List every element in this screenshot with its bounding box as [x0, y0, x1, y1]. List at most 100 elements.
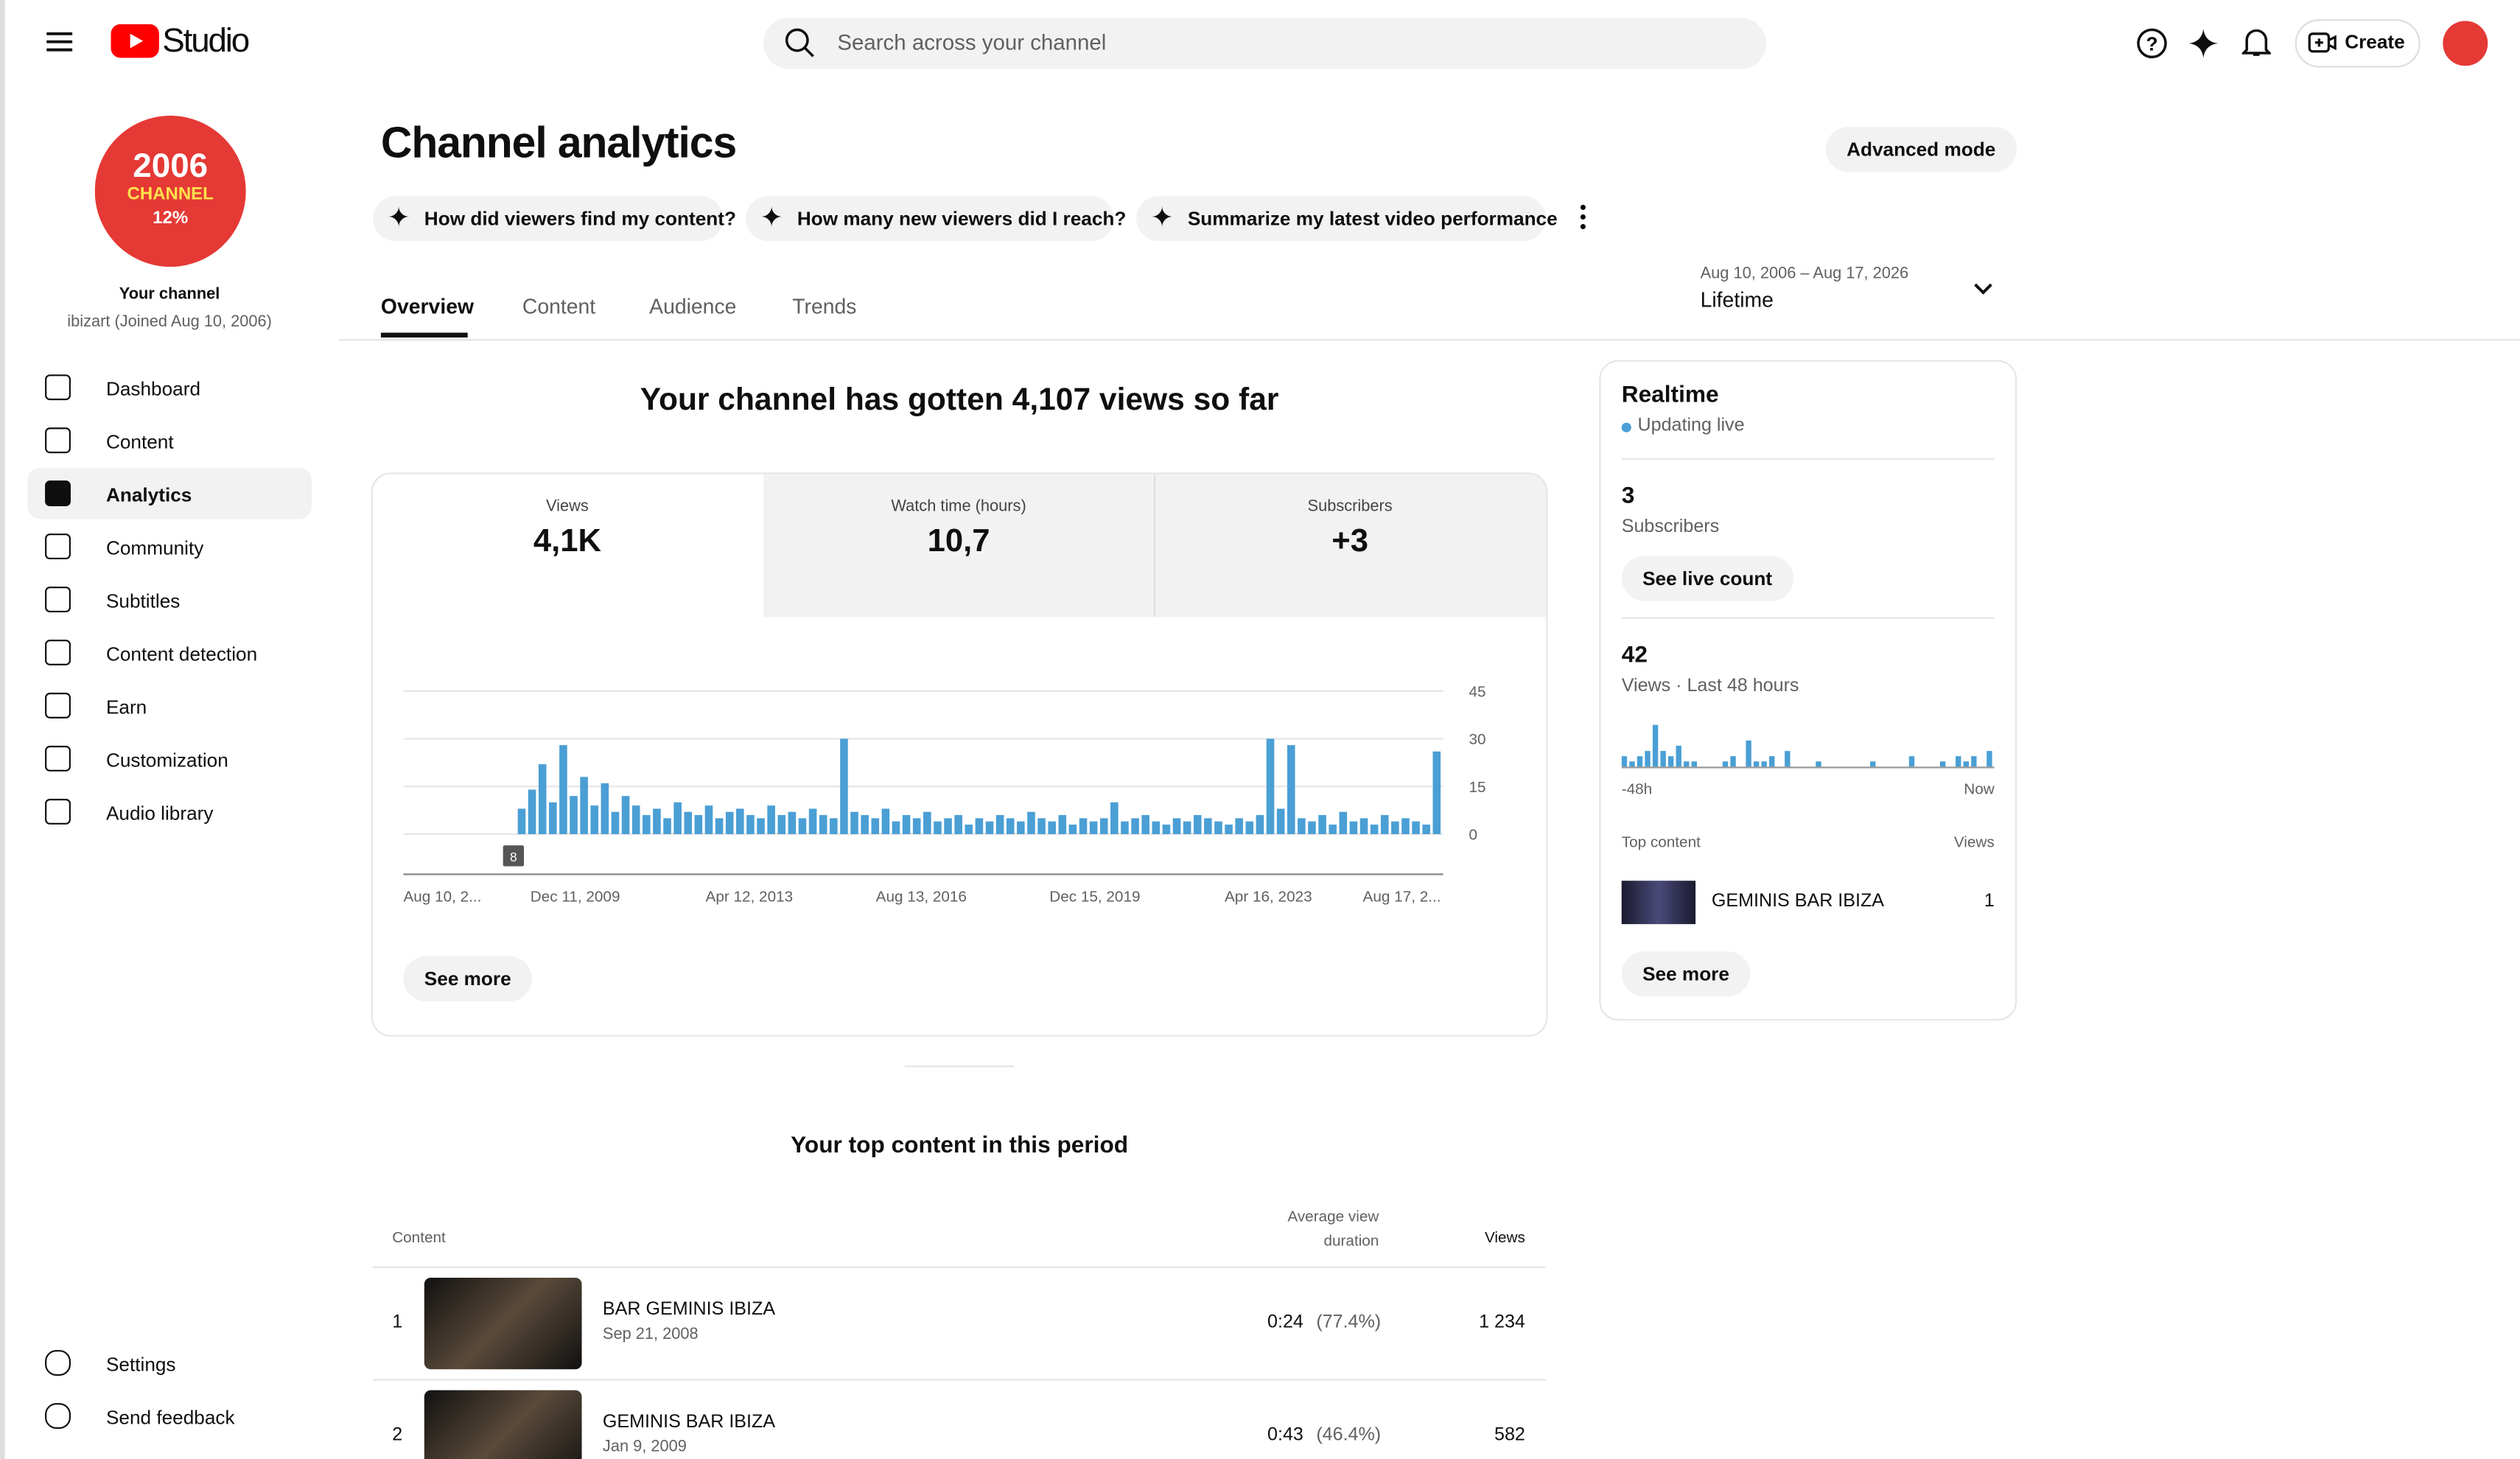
nav-item[interactable]: Send feedback	[105, 1406, 235, 1429]
nav-icon[interactable]	[45, 587, 71, 612]
prompt-text[interactable]: Summarize my latest video performance	[1187, 207, 1558, 230]
search-icon	[785, 28, 814, 57]
top-title[interactable]: GEMINIS BAR IBIZA	[1711, 892, 1885, 912]
nav-icon[interactable]	[45, 693, 71, 718]
nav-icon[interactable]	[45, 480, 71, 507]
prompt-chip[interactable]	[1136, 196, 1547, 242]
bar	[777, 815, 786, 834]
bar	[871, 818, 880, 834]
bar	[798, 818, 807, 834]
nav-icon[interactable]	[45, 640, 71, 665]
overview-card	[371, 472, 1548, 1037]
nav-item[interactable]: Content detection	[105, 643, 258, 665]
bar	[1193, 815, 1202, 834]
thumbnail[interactable]	[1621, 881, 1696, 925]
bar	[892, 821, 900, 834]
thumbnail[interactable]	[424, 1277, 582, 1370]
bar	[757, 818, 765, 834]
bar	[954, 815, 962, 834]
row-divider	[373, 1379, 1547, 1381]
bar	[746, 815, 755, 834]
x-tick-label: Dec 11, 2009	[531, 889, 620, 906]
bar	[559, 745, 567, 834]
mini-bar	[1645, 751, 1651, 767]
mini-bar	[1667, 756, 1674, 767]
more-icon[interactable]	[1577, 203, 1589, 231]
bar	[840, 738, 848, 834]
avatar-line: CHANNEL	[127, 184, 214, 204]
see-live-button[interactable]: See live count	[1621, 556, 1793, 601]
nav-icon[interactable]	[45, 533, 71, 560]
nav-item[interactable]: Community	[105, 536, 204, 560]
bar	[663, 818, 671, 834]
metric-label: Watch time (hours)	[891, 498, 1026, 517]
bar	[1256, 815, 1264, 834]
bell-icon[interactable]	[2241, 26, 2271, 58]
youtube-logo[interactable]	[111, 24, 159, 58]
bar	[549, 802, 557, 834]
top-content-title: Your top content in this period	[791, 1133, 1129, 1159]
prompt-text[interactable]: How many new viewers did I reach?	[797, 207, 1127, 230]
search-box[interactable]	[763, 17, 1767, 69]
bar	[995, 815, 1004, 834]
views-chart: 0 15 30 45 8 Aug 10, 2... Dec 11, 2009 Apr 12, …	[403, 684, 1485, 906]
bar	[1183, 821, 1191, 834]
bar	[1245, 821, 1254, 834]
prompt-chip[interactable]	[373, 196, 724, 242]
help-icon[interactable]: ?	[2136, 27, 2169, 60]
advanced-button[interactable]: Advanced mode	[1825, 127, 2017, 172]
bar	[1089, 821, 1098, 834]
tab[interactable]: Content	[522, 294, 596, 318]
nav-item[interactable]: Analytics	[105, 483, 192, 507]
bar	[1298, 818, 1306, 834]
nav-item[interactable]: Dashboard	[105, 377, 201, 401]
prompt-text[interactable]: How did viewers find my content?	[424, 207, 737, 230]
menu-icon[interactable]	[45, 29, 74, 55]
tab[interactable]: Audience	[649, 294, 737, 318]
bar	[1349, 821, 1358, 834]
nav-icon[interactable]	[45, 427, 71, 454]
nav-icon[interactable]	[45, 374, 71, 401]
period: Lifetime	[1700, 287, 1774, 312]
dropdown-icon[interactable]	[1972, 281, 1995, 298]
bar	[1359, 818, 1368, 834]
bar	[653, 808, 661, 834]
date-range: Aug 10, 2006 – Aug 17, 2026	[1700, 265, 1909, 283]
bar	[1152, 821, 1161, 834]
account-avatar[interactable]	[2443, 21, 2488, 66]
thumbnail[interactable]	[424, 1390, 582, 1459]
create-button[interactable]	[2295, 19, 2421, 68]
nav-item[interactable]: Customization	[105, 749, 228, 772]
x-tick-label: Dec 15, 2019	[1049, 889, 1140, 906]
views-value: 42	[1621, 643, 1648, 669]
prompt-chip[interactable]	[746, 196, 1114, 242]
nav-item[interactable]: Audio library	[105, 802, 214, 825]
nav-icon[interactable]	[45, 1403, 71, 1429]
see-more-button[interactable]: See more	[1621, 951, 1751, 997]
nav-item[interactable]: Content	[105, 430, 174, 454]
tab[interactable]: Trends	[792, 294, 857, 318]
mini-bar	[1816, 761, 1821, 767]
row-title[interactable]: GEMINIS BAR IBIZA	[602, 1413, 776, 1432]
mini-bar	[1691, 761, 1697, 767]
mini-bar	[1660, 751, 1666, 767]
column-header: Views	[1484, 1229, 1525, 1248]
bar	[850, 811, 858, 834]
nav-icon[interactable]	[45, 746, 71, 772]
tab[interactable]: Overview	[380, 294, 475, 318]
prompt-icon: ✦	[760, 202, 783, 234]
bar	[1412, 821, 1420, 834]
nav-item[interactable]: Subtitles	[105, 589, 181, 612]
mini-start: -48h	[1621, 781, 1653, 800]
mini-bar	[1939, 761, 1946, 767]
nav-icon[interactable]	[45, 799, 71, 825]
row-title[interactable]: BAR GEMINIS IBIZA	[602, 1300, 776, 1320]
sparkle-icon[interactable]	[2187, 27, 2219, 60]
nav-item[interactable]: Settings	[105, 1353, 176, 1376]
nav-item[interactable]: Earn	[105, 696, 147, 718]
bar	[621, 796, 630, 834]
see-more-button[interactable]: See more	[403, 956, 533, 1001]
nav-icon[interactable]	[45, 1350, 71, 1376]
avatar-line: 12%	[153, 209, 189, 228]
channel-sub: ibizart (Joined Aug 10, 2006)	[67, 313, 272, 332]
